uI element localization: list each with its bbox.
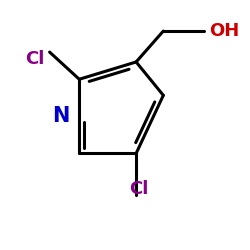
Text: N: N <box>52 106 70 126</box>
Text: OH: OH <box>209 22 239 40</box>
Text: Cl: Cl <box>129 180 148 198</box>
Text: Cl: Cl <box>25 50 45 68</box>
